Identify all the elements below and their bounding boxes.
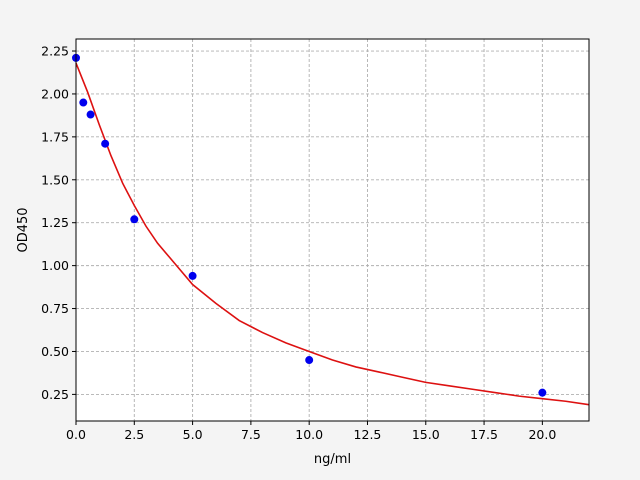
data-point bbox=[86, 110, 95, 119]
plot-frame bbox=[75, 38, 590, 422]
data-points bbox=[72, 53, 547, 397]
y-tick-label: 1.75 bbox=[41, 129, 69, 144]
x-tick-label: 10.0 bbox=[295, 427, 323, 442]
data-point bbox=[538, 388, 547, 397]
y-tick-label: 0.75 bbox=[41, 301, 69, 316]
y-tick-label: 0.25 bbox=[41, 387, 69, 402]
x-tick-label: 0.0 bbox=[66, 427, 86, 442]
y-axis-label: OD450 bbox=[16, 207, 31, 252]
grid bbox=[75, 39, 589, 421]
x-axis-label: ng/ml bbox=[314, 452, 351, 467]
x-axis: 0.0 2.5 5.0 7.5 10.0 12.5 15.0 17.5 20.0 bbox=[66, 421, 556, 442]
fit-curve-line bbox=[75, 62, 590, 406]
data-point bbox=[79, 98, 88, 107]
x-tick-label: 15.0 bbox=[412, 427, 440, 442]
y-tick-label: 1.25 bbox=[41, 215, 69, 230]
x-tick-label: 7.5 bbox=[241, 427, 261, 442]
data-point bbox=[188, 271, 197, 280]
x-tick-label: 20.0 bbox=[528, 427, 556, 442]
x-tick-label: 12.5 bbox=[354, 427, 382, 442]
data-point bbox=[130, 215, 139, 224]
y-tick-label: 1.00 bbox=[41, 258, 69, 273]
x-tick-label: 5.0 bbox=[183, 427, 203, 442]
y-axis: 0.25 0.50 0.75 1.00 1.25 1.50 1.75 2.00 2.25 bbox=[41, 44, 76, 402]
x-tick-label: 2.5 bbox=[124, 427, 144, 442]
y-tick-label: 0.50 bbox=[41, 344, 69, 359]
y-tick-label: 1.50 bbox=[41, 172, 69, 187]
x-tick-label: 17.5 bbox=[470, 427, 498, 442]
data-point bbox=[305, 356, 314, 365]
plot-area bbox=[76, 39, 589, 421]
y-tick-label: 2.25 bbox=[41, 44, 69, 59]
data-point bbox=[101, 139, 110, 148]
fit-curve bbox=[75, 62, 590, 406]
y-tick-label: 2.00 bbox=[41, 86, 69, 101]
